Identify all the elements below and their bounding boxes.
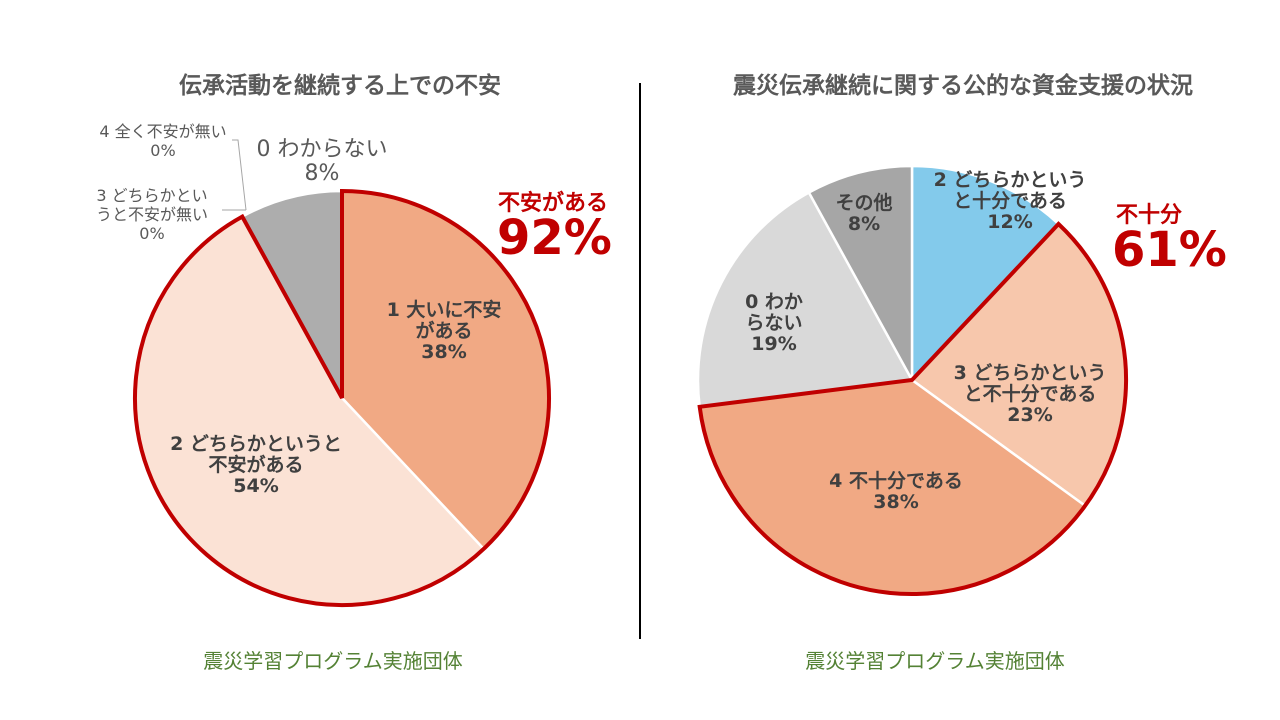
data-label: 3 どちらかという と不十分である 23%	[953, 362, 1107, 426]
source-label: 震災学習プログラム実施団体	[203, 649, 463, 673]
highlight-outline	[697, 221, 1128, 596]
highlight-outline	[133, 188, 551, 607]
callout-value: 61%	[1112, 222, 1227, 278]
data-label: 2 どちらかというと 不安がある 54%	[170, 433, 342, 497]
data-label: 1 大いに不安 がある 38%	[386, 299, 502, 363]
divider	[639, 83, 641, 639]
data-label: 0 わからない 8%	[256, 137, 388, 186]
source-label: 震災学習プログラム実施団体	[805, 649, 1065, 673]
data-label: 3 どちらかとい うと不安が無い 0%	[95, 186, 209, 243]
leader-line	[232, 139, 247, 211]
chart-title-right: 震災伝承継続に関する公的な資金支援の状況	[733, 73, 1193, 99]
data-label: 4 全く不安が無い 0%	[99, 122, 227, 160]
pie-slice	[807, 164, 914, 381]
callout-label: 不安がある	[498, 191, 609, 216]
data-label: 2 どちらかという と十分である 12%	[933, 169, 1087, 233]
pie-slice	[910, 164, 1061, 384]
callout-label: 不十分	[1116, 203, 1183, 228]
data-label: その他 8%	[835, 192, 893, 235]
data-label: 4 不十分である 38%	[829, 470, 963, 513]
pie-slice	[696, 190, 914, 409]
chart-title-left: 伝承活動を継続する上での不安	[179, 73, 501, 99]
data-label: 0 わか らない 19%	[745, 291, 803, 355]
callout-value: 92%	[497, 210, 612, 266]
pie-slice	[240, 189, 344, 399]
